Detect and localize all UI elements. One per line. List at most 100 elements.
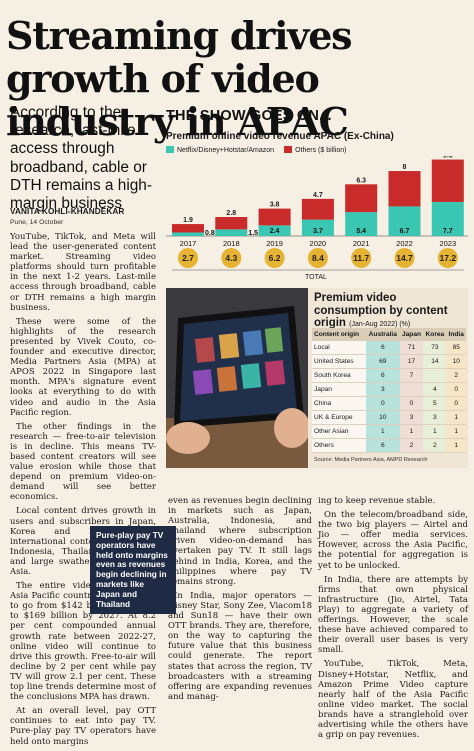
total-value-2021: 11.7 (353, 253, 369, 263)
row-label: Others (312, 438, 366, 453)
x-tick-label: 2018 (223, 239, 240, 248)
table-row: South Korea 6 7 2 (312, 368, 466, 383)
x-tick-label: 2017 (180, 239, 197, 248)
label-netflix-2020: 3.7 (313, 228, 323, 235)
total-value-2022: 14.7 (396, 253, 413, 263)
table-row: Japan 3 4 0 (312, 382, 466, 397)
row-label: Japan (312, 382, 366, 397)
total-badge-2021 (351, 248, 372, 268)
table-title-text: Premium video consumption by content ori… (314, 292, 448, 329)
bar-others-2022 (388, 171, 421, 207)
bar-others-2019 (258, 208, 291, 226)
bar-netflix-2018 (215, 229, 248, 236)
headline: Streaming drives growth of video industr… (6, 13, 353, 144)
row-label: Local (312, 341, 366, 355)
table-row: UK & Europe 10 3 3 1 (312, 410, 466, 425)
table-cell: 4 (423, 382, 447, 397)
table-header-cell: Australia (365, 328, 400, 341)
table-body: Local 6 71 73 85 United States 69 17 14 10 South K… (312, 341, 466, 453)
bar-others-2023 (431, 159, 464, 202)
table-cell: 17 (399, 354, 424, 369)
paragraph: ing to keep revenue stable. (318, 496, 436, 506)
table-source: Source: Media Partners Asia, AMPD Resear… (314, 457, 428, 463)
tablet-illustration (166, 288, 308, 468)
legend-item-netflix: Netflix/Disney+Hotstar/Amazon (166, 146, 274, 154)
total-badge-2019 (264, 248, 285, 268)
legend-label: Others ($ billion) (295, 147, 347, 154)
table-subtitle: (Jan-Aug 2022) (%) (349, 321, 411, 328)
table-cell: 69 (365, 354, 400, 369)
paragraph: YouTube, TikTok, Meta, Disney+Hotstar, N… (318, 659, 468, 741)
table-cell: 6 (365, 368, 400, 383)
legend-swatch (166, 146, 174, 153)
table-cell (399, 382, 424, 397)
table-row: China 0 0 5 0 (312, 396, 466, 411)
deck: According to the research, last-mile acc… (10, 104, 152, 213)
table-title: Premium video consumption by content ori… (314, 292, 466, 332)
table-row: Others 6 2 2 1 (312, 438, 466, 453)
legend-item-others: Others ($ billion) (284, 146, 346, 154)
bar-others-2020 (301, 198, 334, 220)
chart-title: Premium online video revenue APAC (Ex-Ch… (166, 131, 394, 142)
total-value-2019: 6.2 (269, 253, 281, 263)
table-cell: 6 (365, 438, 400, 453)
table-cell: 14 (423, 354, 447, 369)
table-cell: 10 (365, 410, 400, 425)
label-others-2020: 4.7 (313, 192, 323, 199)
paragraph: On the telecom/broadband side, the two b… (318, 510, 468, 571)
table-row: Local 6 71 73 85 (312, 341, 466, 355)
table-cell: 0 (365, 396, 400, 411)
legend-label: Netflix/Disney+Hotstar/Amazon (177, 147, 275, 154)
table-header-cell: Japan (399, 328, 424, 341)
paragraph: YouTube, TikTok, and Meta will lead the … (10, 232, 156, 313)
label-others-2022: 8 (403, 164, 407, 171)
table-header-cell: Content origin (312, 328, 366, 341)
dateline: Pune, 14 October (10, 219, 64, 226)
label-netflix-2021: 5.4 (356, 228, 366, 235)
label-others-2018: 2.8 (226, 210, 236, 217)
total-badge-2017 (178, 248, 198, 268)
row-label: United States (312, 354, 366, 369)
table-cell: 10 (446, 354, 466, 369)
pull-quote: Pure-play pay TV operators have held ont… (90, 526, 176, 615)
revenue-bar-chart: 1.9 0.8 2017 2.7 2.8 1.5 2018 4.3 3.8 2.4 2019 6.2 4… (166, 156, 468, 281)
table-cell: 1 (423, 424, 447, 439)
total-badge-2023 (437, 248, 458, 268)
table-cell: 3 (399, 410, 424, 425)
row-label: UK & Europe (312, 410, 366, 425)
x-tick-label: 2023 (439, 239, 456, 248)
table-cell (423, 368, 447, 383)
label-others-2021: 6.3 (356, 177, 366, 184)
table-cell: 2 (423, 438, 447, 453)
table-row: Other Asian 1 1 1 1 (312, 424, 466, 439)
paragraph: In India, there are attempts by firms th… (318, 574, 468, 656)
total-label: TOTAL (305, 274, 327, 281)
table-cell: 85 (446, 341, 466, 355)
label-others-2017: 1.9 (183, 217, 193, 224)
consumption-table: Content origin Australia Japan Korea India L… (312, 328, 466, 453)
bar-netflix-2020 (301, 219, 334, 236)
table-cell: 1 (446, 438, 466, 453)
total-badge-2022 (394, 248, 415, 268)
table-cell: 1 (399, 424, 424, 439)
body-column-1: YouTube, TikTok, and Meta will lead the … (10, 232, 156, 751)
consumption-table-panel: Premium video consumption by content ori… (166, 288, 468, 468)
bar-netflix-2017 (172, 232, 204, 236)
x-tick-label: 2020 (310, 239, 327, 248)
label-netflix-2022: 6.7 (400, 228, 410, 235)
paragraph: The other findings in the research — fre… (10, 421, 156, 503)
table-cell: 2 (446, 368, 466, 383)
table-cell: 1 (446, 424, 466, 439)
total-badge-2020 (307, 248, 328, 268)
table-cell: 71 (399, 341, 424, 355)
paragraph: even as revenues begin declining in mark… (168, 496, 312, 587)
x-tick-label: 2019 (266, 239, 283, 248)
table-cell: 3 (423, 410, 447, 425)
byline: VANITA KOHLI-KHANDEKAR (10, 207, 125, 216)
total-value-2017: 2.7 (182, 253, 194, 263)
bar-others-2021 (345, 184, 378, 213)
total-value-2023: 17.2 (440, 253, 457, 263)
label-others-2019: 3.8 (270, 202, 280, 209)
table-cell: 0 (399, 396, 424, 411)
table-cell: 6 (365, 341, 400, 355)
